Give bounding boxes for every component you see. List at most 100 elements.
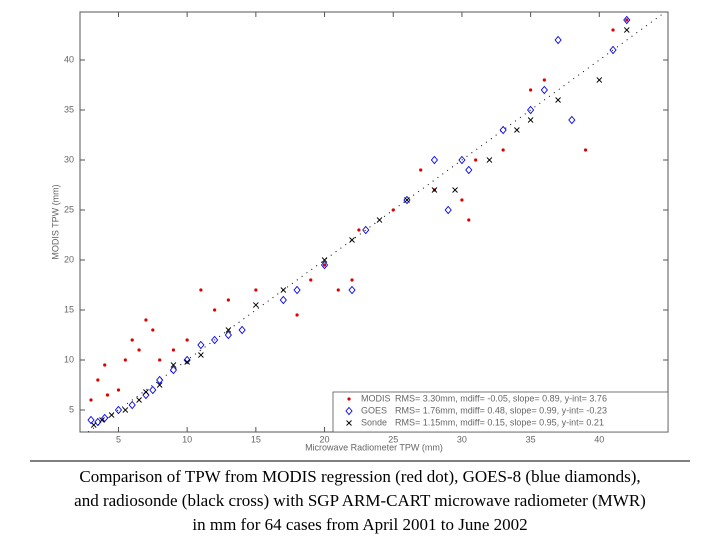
- x-tick-label: 30: [457, 434, 467, 444]
- point: [404, 197, 410, 203]
- point: [321, 257, 328, 263]
- point: [114, 405, 123, 415]
- point: [144, 318, 148, 322]
- point: [623, 15, 631, 25]
- point: [158, 358, 162, 362]
- point: [185, 338, 189, 342]
- point: [430, 155, 439, 165]
- caption-line: and radiosonde (black cross) with SGP AR…: [74, 491, 646, 510]
- point: [156, 382, 163, 388]
- point: [130, 338, 134, 342]
- y-tick-label: 25: [64, 204, 74, 214]
- point: [170, 362, 177, 368]
- legend-marker: [346, 420, 352, 426]
- legend-stats: RMS= 1.76mm, mdiff= 0.48, slope= 0.99, y…: [395, 405, 607, 415]
- point: [224, 330, 232, 340]
- point: [171, 348, 176, 352]
- point: [542, 78, 546, 82]
- legend-label: Sonde: [361, 417, 387, 427]
- point: [460, 198, 464, 202]
- point: [474, 158, 478, 162]
- point: [336, 288, 340, 292]
- point: [444, 205, 452, 215]
- point: [238, 325, 246, 335]
- point: [128, 400, 136, 410]
- point: [529, 88, 533, 92]
- y-tick-label: 15: [64, 304, 74, 314]
- point: [431, 187, 438, 193]
- point: [136, 397, 142, 403]
- point: [116, 388, 121, 392]
- point: [253, 302, 259, 308]
- point: [555, 97, 561, 103]
- point: [122, 407, 129, 413]
- legend-label: MODIS: [361, 393, 391, 403]
- point: [357, 228, 361, 232]
- point: [403, 195, 411, 205]
- point: [279, 295, 287, 305]
- point: [90, 422, 97, 428]
- point: [156, 375, 164, 385]
- point: [197, 340, 205, 350]
- point: [349, 237, 355, 243]
- plot-frame: [79, 11, 669, 433]
- legend-stats: RMS= 1.15mm, mdiff= 0.15, slope= 0.95, y…: [395, 417, 604, 427]
- legend-marker: [347, 397, 351, 401]
- point: [465, 165, 473, 175]
- point: [376, 217, 383, 223]
- point: [554, 35, 562, 45]
- y-tick-label: 10: [64, 354, 74, 364]
- point: [96, 378, 100, 382]
- point: [623, 27, 630, 33]
- y-tick-label: 5: [69, 404, 74, 414]
- y-axis-label: MODIS TPW (mm): [50, 184, 60, 259]
- point: [184, 359, 190, 365]
- one-to-one-line: [87, 11, 666, 433]
- x-tick-label: 5: [116, 434, 121, 444]
- point: [123, 358, 127, 362]
- caption-line: in mm for 64 cases from April 2001 to Ju…: [192, 515, 527, 534]
- x-tick-label: 20: [320, 434, 330, 444]
- point: [309, 278, 313, 282]
- x-tick-label: 10: [182, 434, 192, 444]
- x-tick-label: 25: [388, 434, 398, 444]
- point: [99, 417, 105, 423]
- point: [514, 127, 520, 133]
- point: [322, 263, 327, 267]
- point: [596, 77, 603, 83]
- x-axis-label: Microwave Radiometer TPW (mm): [305, 442, 443, 452]
- point: [419, 168, 423, 172]
- point: [499, 125, 507, 135]
- point: [151, 328, 155, 332]
- point: [350, 278, 354, 282]
- point: [198, 352, 204, 358]
- y-tick-label: 30: [64, 154, 74, 164]
- point: [527, 105, 535, 115]
- caption-line: Comparison of TPW from MODIS regression …: [79, 467, 640, 486]
- point: [583, 148, 588, 152]
- point: [609, 45, 617, 55]
- y-tick-label: 35: [64, 104, 74, 114]
- point: [320, 260, 329, 270]
- point: [452, 187, 458, 193]
- point: [568, 115, 576, 125]
- point: [280, 287, 287, 293]
- point: [362, 225, 370, 235]
- point: [225, 327, 232, 333]
- point: [540, 85, 548, 95]
- point: [105, 393, 110, 397]
- point: [501, 148, 505, 152]
- point: [467, 218, 471, 222]
- point: [527, 117, 534, 123]
- y-tick-label: 20: [64, 254, 74, 264]
- legend-label: GOES: [361, 405, 387, 415]
- point: [254, 288, 258, 292]
- point: [101, 413, 109, 423]
- point: [183, 355, 191, 365]
- legend-marker: [345, 406, 353, 416]
- legend-box: [332, 391, 669, 433]
- legend-stats: RMS= 3.30mm, mdiff= -0.05, slope= 0.89, …: [395, 393, 607, 403]
- x-tick-label: 35: [526, 434, 536, 444]
- point: [143, 389, 149, 395]
- point: [391, 208, 395, 212]
